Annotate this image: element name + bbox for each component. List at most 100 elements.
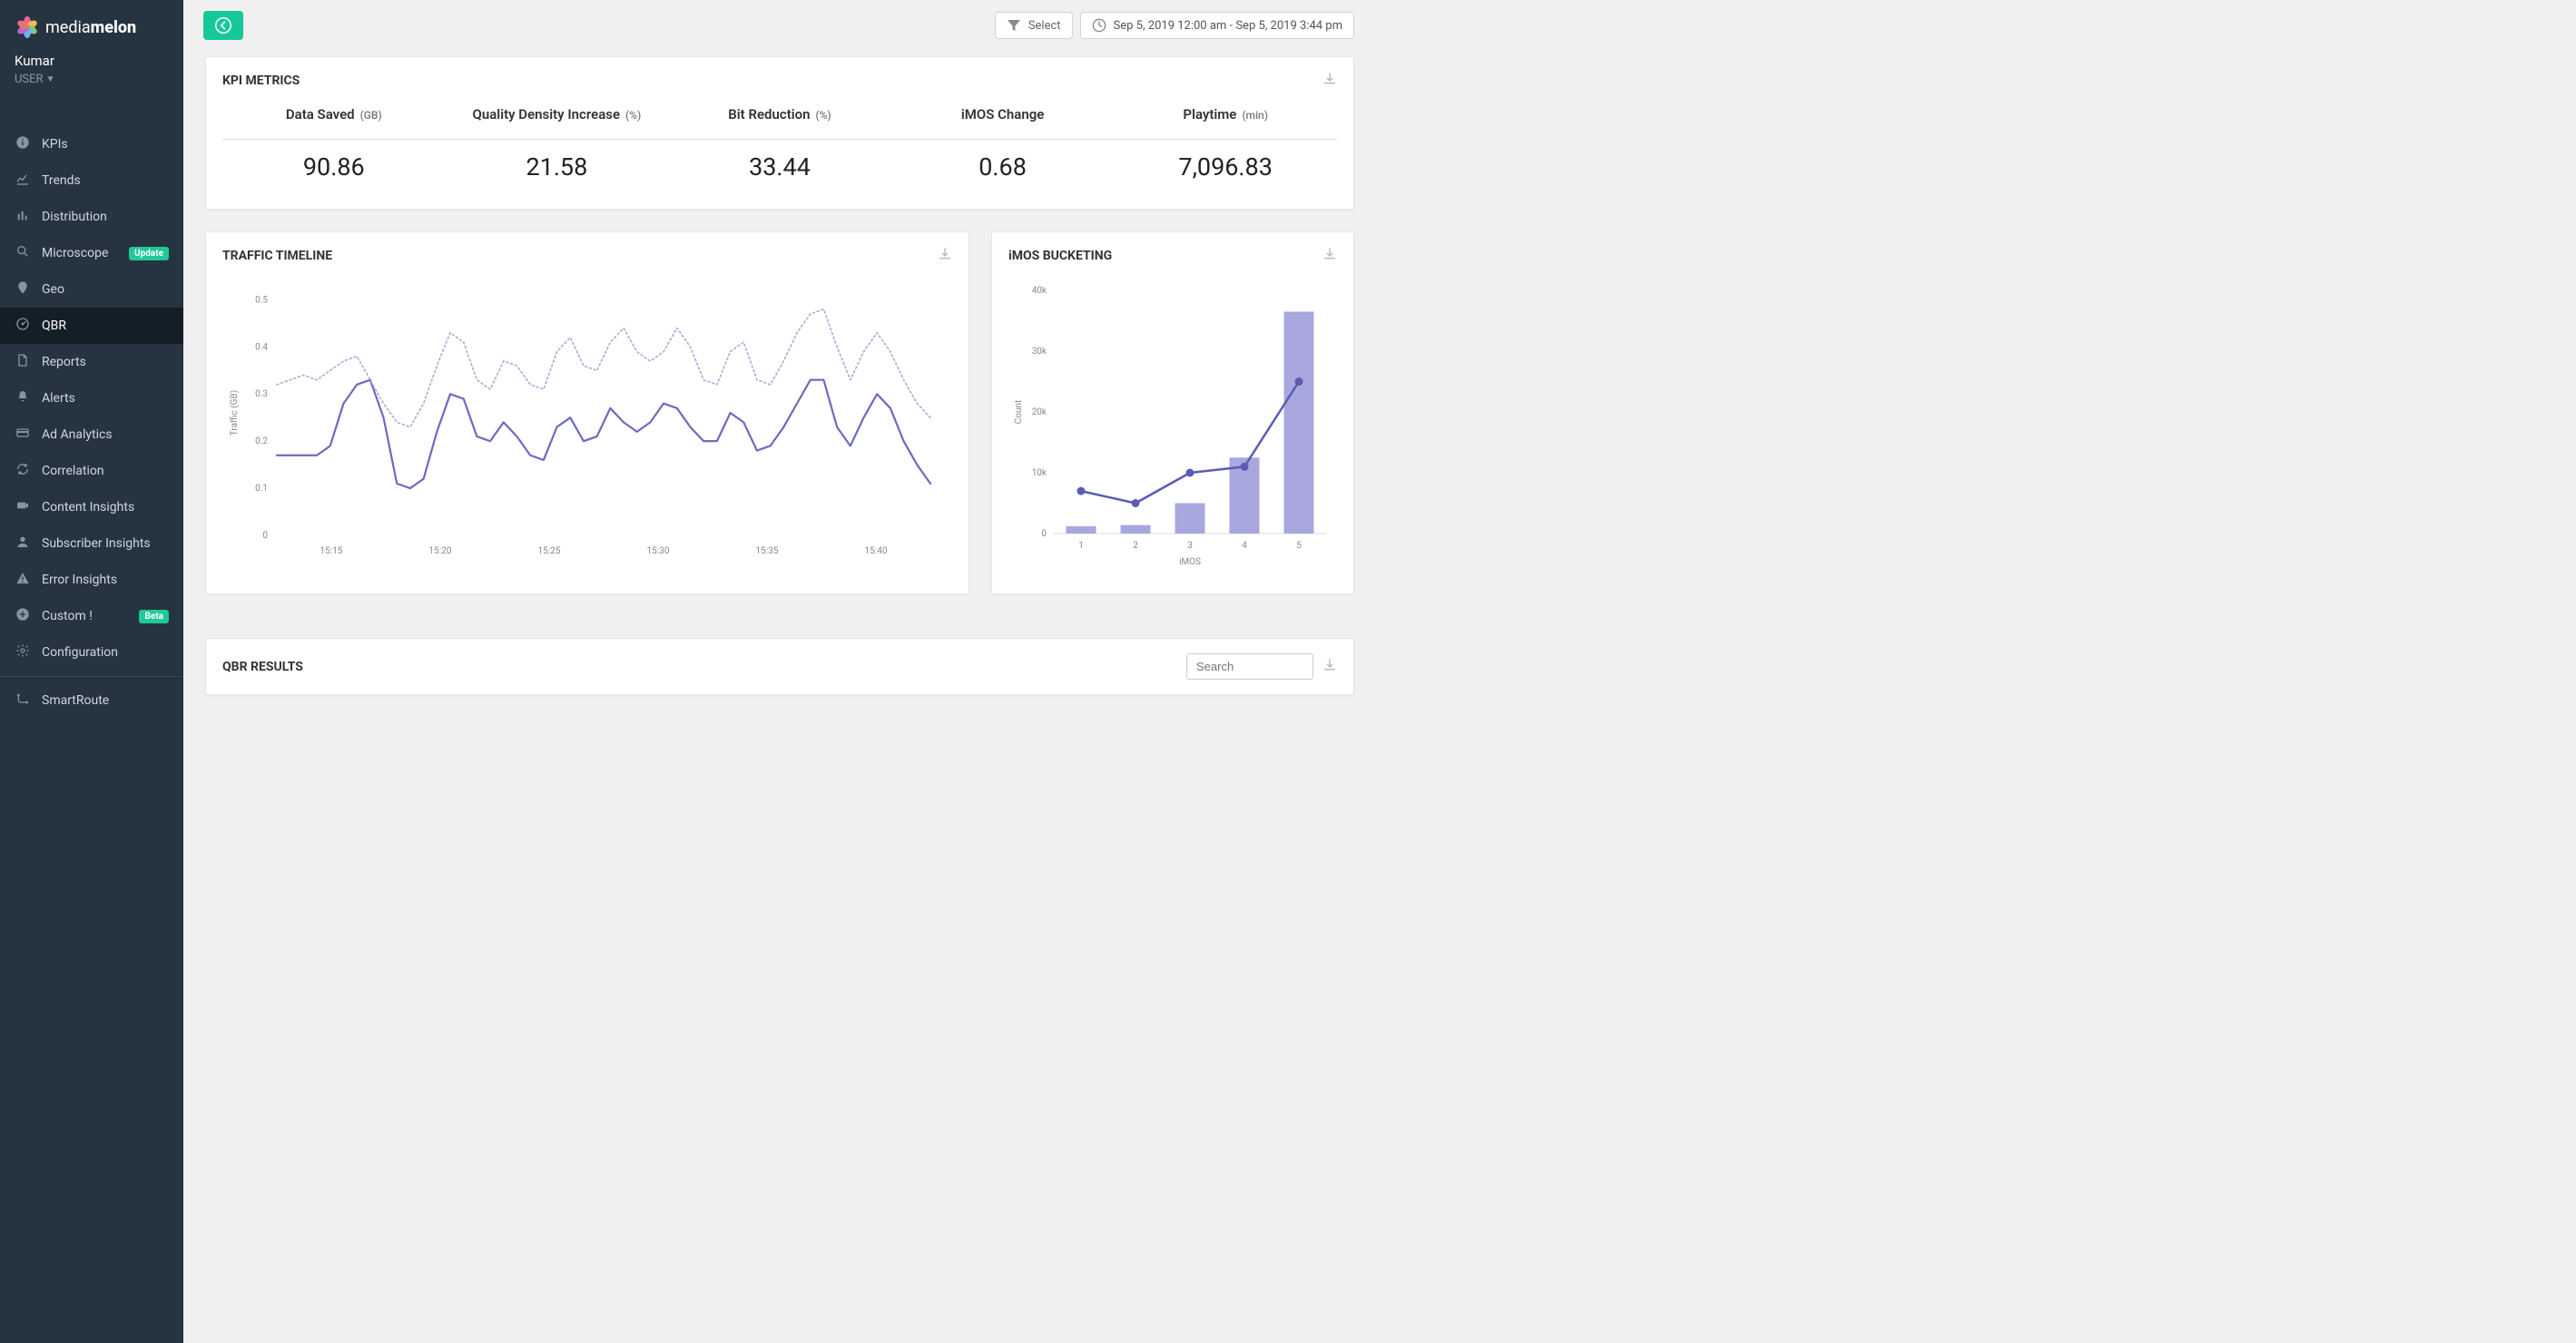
sidebar-divider (0, 676, 183, 677)
svg-text:Count: Count (1014, 400, 1024, 425)
kpi-label: Playtime(min) (1114, 106, 1337, 123)
panel-header: TRAFFIC TIMELINE (206, 232, 968, 272)
filter-select-button[interactable]: Select (995, 12, 1073, 39)
sidebar-item-configuration[interactable]: Configuration (0, 634, 183, 671)
sidebar-nav-secondary: SmartRoute (0, 682, 183, 719)
file-icon (15, 353, 31, 371)
barchart-icon (15, 208, 31, 226)
sidebar-item-label: Content Insights (42, 500, 134, 515)
linechart-icon (15, 172, 31, 190)
svg-text:40k: 40k (1032, 286, 1047, 296)
kpi-value: 90.86 (222, 139, 446, 181)
svg-text:0.2: 0.2 (255, 436, 268, 446)
svg-text:Traffic (GB): Traffic (GB) (229, 390, 240, 436)
sidebar-item-label: Microscope (42, 246, 108, 260)
sidebar-item-trends[interactable]: Trends (0, 162, 183, 199)
route-icon (15, 691, 31, 710)
chevron-down-icon: ▼ (46, 74, 55, 84)
sidebar-badge: Update (129, 247, 169, 260)
sidebar-item-label: Reports (42, 355, 86, 369)
sidebar-item-label: Custom ! (42, 609, 93, 623)
sidebar-item-label: Subscriber Insights (42, 536, 151, 551)
panel-header: QBR RESULTS (206, 639, 1353, 694)
user-icon (15, 534, 31, 553)
sidebar-item-error[interactable]: Error Insights (0, 562, 183, 598)
clock-icon (1092, 18, 1106, 33)
bell-icon (15, 389, 31, 407)
search-input[interactable] (1186, 653, 1313, 680)
sidebar-item-label: QBR (42, 319, 66, 333)
svg-text:15:15: 15:15 (320, 546, 343, 556)
sidebar-item-label: Ad Analytics (42, 427, 113, 442)
sidebar-item-label: Alerts (42, 391, 75, 406)
download-icon[interactable] (1322, 247, 1337, 265)
topbar: Select Sep 5, 2019 12:00 am - Sep 5, 201… (183, 0, 1376, 56)
kpi-value: 0.68 (891, 139, 1115, 181)
download-icon[interactable] (1322, 658, 1337, 676)
svg-text:0.1: 0.1 (255, 484, 268, 494)
svg-text:10k: 10k (1032, 468, 1047, 478)
traffic-chart: 00.10.20.30.40.515:1515:2015:2515:3015:3… (206, 272, 968, 593)
main-content: Select Sep 5, 2019 12:00 am - Sep 5, 201… (183, 0, 1376, 717)
svg-text:15:20: 15:20 (429, 546, 452, 556)
kpi-unit: (%) (625, 109, 641, 122)
kpi-unit: (%) (816, 109, 831, 122)
dashboard-icon (15, 317, 31, 335)
kpi-item: Playtime(min)7,096.83 (1114, 97, 1337, 181)
sidebar-item-microscope[interactable]: Microscope Update (0, 235, 183, 271)
sidebar-item-content[interactable]: Content Insights (0, 489, 183, 525)
svg-text:0.4: 0.4 (255, 342, 268, 352)
panel-header: iMOS BUCKETING (992, 232, 1353, 272)
kpi-label: Quality Density Increase(%) (446, 106, 669, 123)
sidebar-item-label: KPIs (42, 137, 68, 152)
sidebar-item-subscriber[interactable]: Subscriber Insights (0, 525, 183, 562)
download-icon[interactable] (1322, 72, 1337, 90)
sidebar-item-qbr[interactable]: QBR (0, 308, 183, 344)
camera-icon (15, 498, 31, 516)
kpi-item: iMOS Change 0.68 (891, 97, 1115, 181)
svg-text:0: 0 (1041, 529, 1047, 539)
brand-logo: mediamelon (15, 15, 169, 40)
panel-title: KPI METRICS (222, 74, 300, 88)
sidebar-item-adanalytics[interactable]: Ad Analytics (0, 417, 183, 453)
kpi-label: iMOS Change (891, 106, 1115, 123)
sidebar: mediamelon Kumar USER ▼ KPIs Trends Distri… (0, 0, 183, 1343)
pin-icon (15, 280, 31, 299)
refresh-icon (15, 462, 31, 480)
sidebar-item-label: Trends (42, 173, 81, 188)
sidebar-item-label: SmartRoute (42, 693, 109, 708)
sidebar-item-label: Distribution (42, 210, 107, 224)
sidebar-item-custom[interactable]: Custom ! Beta (0, 598, 183, 634)
svg-text:0.5: 0.5 (255, 295, 268, 305)
sidebar-item-distribution[interactable]: Distribution (0, 199, 183, 235)
user-role-dropdown[interactable]: USER ▼ (15, 73, 169, 86)
plus-icon (15, 607, 31, 625)
svg-text:15:25: 15:25 (538, 546, 561, 556)
download-icon[interactable] (938, 247, 952, 265)
kpi-unit: (GB) (360, 109, 382, 122)
kpi-metrics-panel: KPI METRICS Data Saved(GB)90.86Quality D… (205, 56, 1354, 210)
sidebar-item-smartroute[interactable]: SmartRoute (0, 682, 183, 719)
user-name: Kumar (15, 53, 169, 69)
sidebar-item-correlation[interactable]: Correlation (0, 453, 183, 489)
sidebar-item-kpis[interactable]: KPIs (0, 126, 183, 162)
sidebar-badge: Beta (139, 610, 169, 623)
svg-text:1: 1 (1078, 541, 1084, 551)
svg-text:3: 3 (1187, 541, 1193, 551)
date-range-picker[interactable]: Sep 5, 2019 12:00 am - Sep 5, 2019 3:44 … (1080, 12, 1354, 39)
kpi-item: Bit Reduction(%)33.44 (668, 97, 891, 181)
sidebar-item-reports[interactable]: Reports (0, 344, 183, 380)
imos-chart: 010k20k30k40k12345iMOSCount (992, 272, 1353, 593)
sidebar-item-label: Configuration (42, 645, 118, 660)
kpi-label: Bit Reduction(%) (668, 106, 891, 123)
arrow-left-icon (215, 17, 231, 34)
sidebar-item-alerts[interactable]: Alerts (0, 380, 183, 417)
filter-icon (1007, 19, 1021, 32)
sidebar-item-geo[interactable]: Geo (0, 271, 183, 308)
search-icon (15, 244, 31, 262)
back-button[interactable] (203, 11, 243, 40)
panel-title: iMOS BUCKETING (1008, 249, 1112, 263)
svg-text:5: 5 (1296, 541, 1302, 551)
svg-text:30k: 30k (1032, 347, 1047, 357)
panel-title: TRAFFIC TIMELINE (222, 249, 332, 263)
